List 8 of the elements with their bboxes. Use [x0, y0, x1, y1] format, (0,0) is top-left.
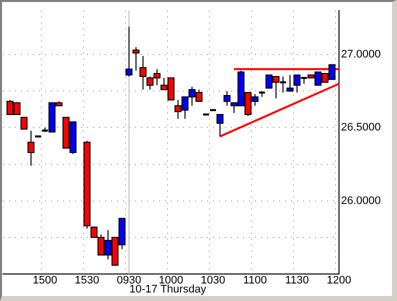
x-tick-label: 1530 — [74, 274, 100, 287]
y-tick-label: 26.0000 — [341, 194, 381, 207]
y-tick-label: 26.5000 — [341, 122, 381, 134]
x-tick-label: 1130 — [285, 274, 309, 287]
x-tick-label: 1500 — [32, 274, 58, 287]
y-tick-label: 27.0000 — [341, 48, 381, 61]
x-tick-label: 1100 — [243, 274, 267, 287]
x-tick-label: 1200 — [326, 274, 352, 287]
